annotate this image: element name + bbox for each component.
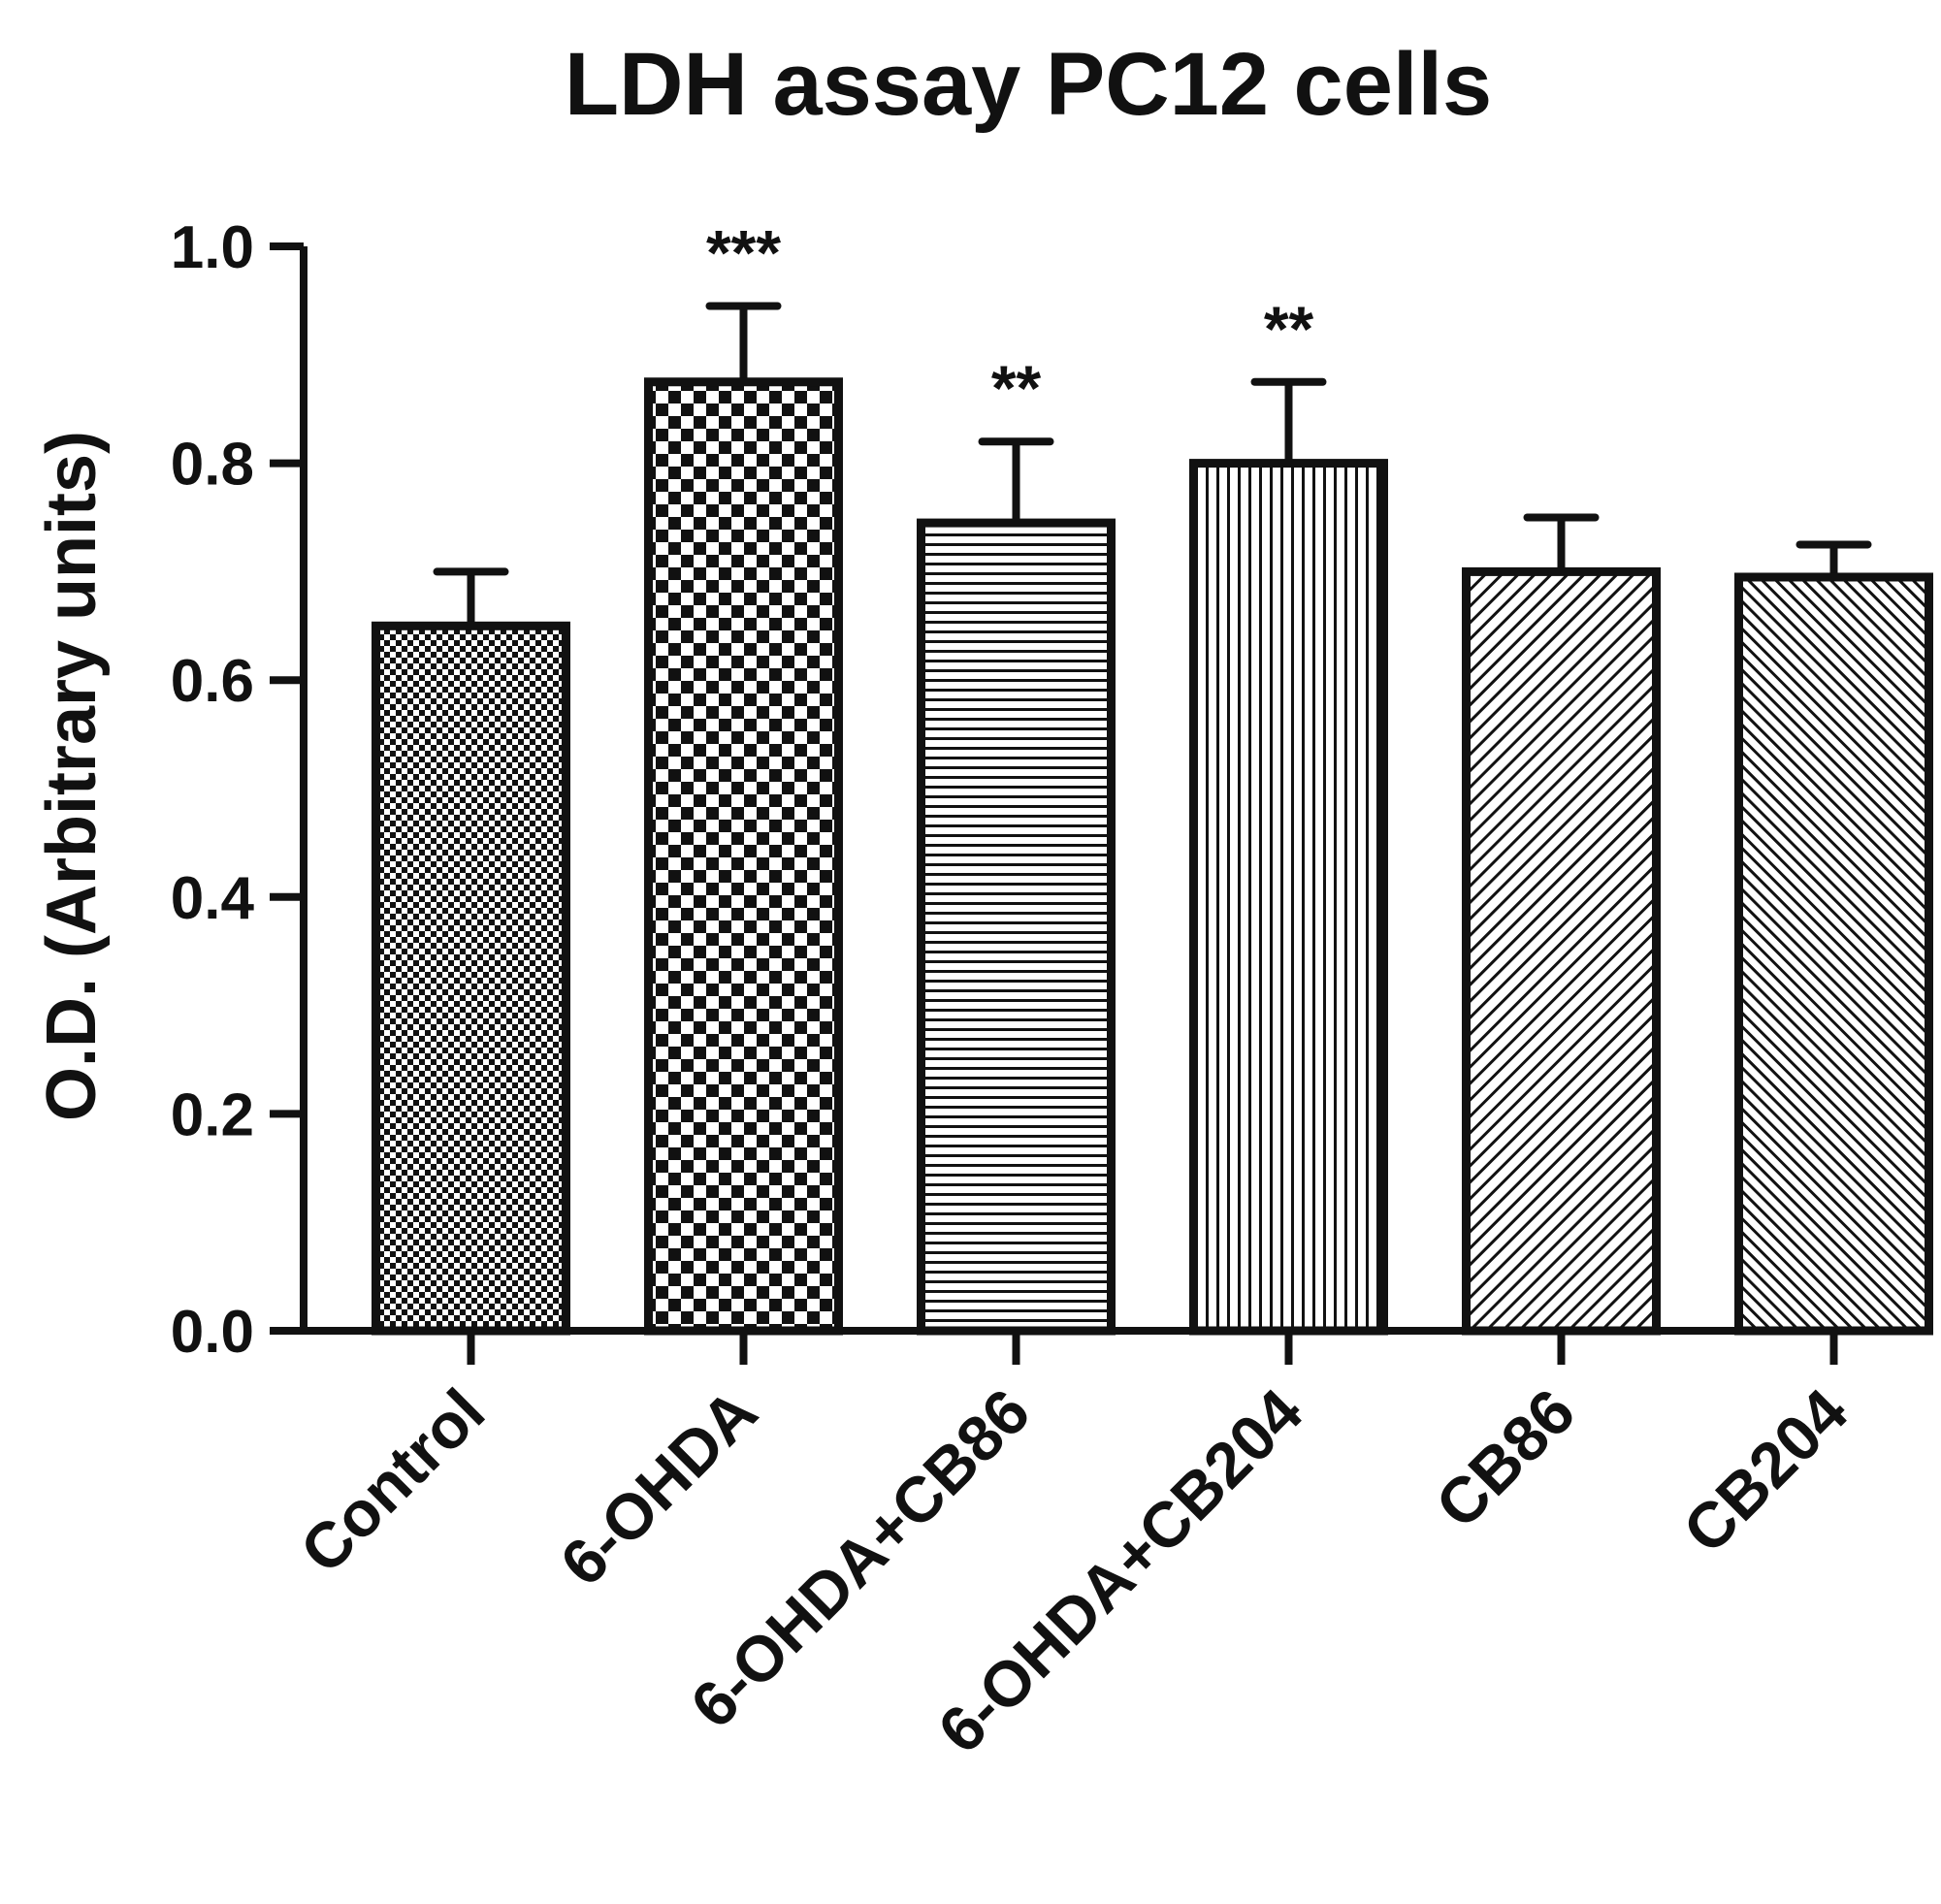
bar-1 xyxy=(644,377,843,1336)
bar-4 xyxy=(1462,566,1661,1336)
y-tick-label: 0.6 xyxy=(171,648,254,715)
x-tick-label: Control xyxy=(286,1375,498,1587)
y-axis-ticks: 0.0 0.2 0.4 0.6 0.8 1.0 xyxy=(171,214,304,1366)
y-tick-label: 0.8 xyxy=(171,432,254,499)
bar-5 xyxy=(1734,572,1933,1336)
chart-title: LDH assay PC12 cells xyxy=(565,35,1492,134)
significance-label-1: *** xyxy=(706,216,781,288)
y-tick-label: 0.2 xyxy=(171,1081,254,1148)
significance-label-3: ** xyxy=(1264,293,1314,365)
x-tick-label: 6-OHDA xyxy=(546,1375,770,1599)
x-tick-label: CB86 xyxy=(1422,1375,1589,1542)
bar-2 xyxy=(917,518,1116,1336)
y-tick-label: 0.4 xyxy=(171,865,255,932)
bars: ******* xyxy=(372,216,1933,1336)
bar-3 xyxy=(1189,459,1388,1336)
y-axis-label: O.D. (Arbitrary units) xyxy=(33,431,111,1121)
y-tick-label: 0.0 xyxy=(171,1299,254,1366)
x-tick-label: CB204 xyxy=(1669,1374,1861,1566)
significance-label-2: ** xyxy=(991,352,1042,424)
bar-0 xyxy=(372,621,570,1336)
y-tick-label: 1.0 xyxy=(171,214,254,281)
